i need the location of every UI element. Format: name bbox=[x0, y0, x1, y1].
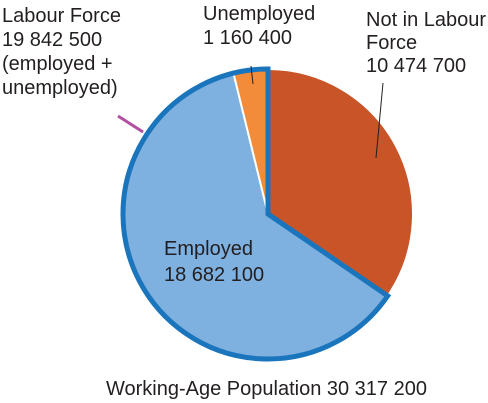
labour-force-note-line1: (employed + bbox=[2, 53, 113, 75]
labour-force-value: 19 842 500 bbox=[2, 29, 102, 51]
chart-caption: Working-Age Population 30 317 200 bbox=[106, 378, 427, 400]
pie-slices bbox=[122, 67, 414, 360]
labour-force-name: Labour Force bbox=[2, 5, 121, 27]
employed-value: 18 682 100 bbox=[164, 264, 264, 286]
labour-force-leader-line bbox=[117, 114, 144, 134]
not-in-labour-force-leader-line bbox=[375, 82, 384, 159]
unemployed-value: 1 160 400 bbox=[203, 27, 292, 49]
labour-force-label: Labour Force 19 842 500 (employed + unem… bbox=[2, 5, 127, 99]
employed-label: Employed 18 682 100 bbox=[164, 238, 264, 286]
labour-force-note-line2: unemployed) bbox=[2, 77, 118, 99]
labour-force-outline bbox=[120, 66, 392, 362]
not-in-labour-force-name-line1: Not in Labour bbox=[366, 9, 486, 31]
unemployed-leader-line bbox=[250, 65, 254, 85]
not-in-labour-force-value: 10 474 700 bbox=[366, 55, 466, 77]
employed-name: Employed bbox=[164, 238, 253, 260]
not-in-labour-force-label: Not in Labour Force 10 474 700 bbox=[366, 9, 488, 77]
not-in-labour-force-name-line2: Force bbox=[366, 32, 417, 54]
unemployed-label: Unemployed 1 160 400 bbox=[203, 3, 321, 49]
pie-slice-not-in-labour-force bbox=[267, 67, 414, 298]
unemployed-name: Unemployed bbox=[203, 3, 315, 25]
